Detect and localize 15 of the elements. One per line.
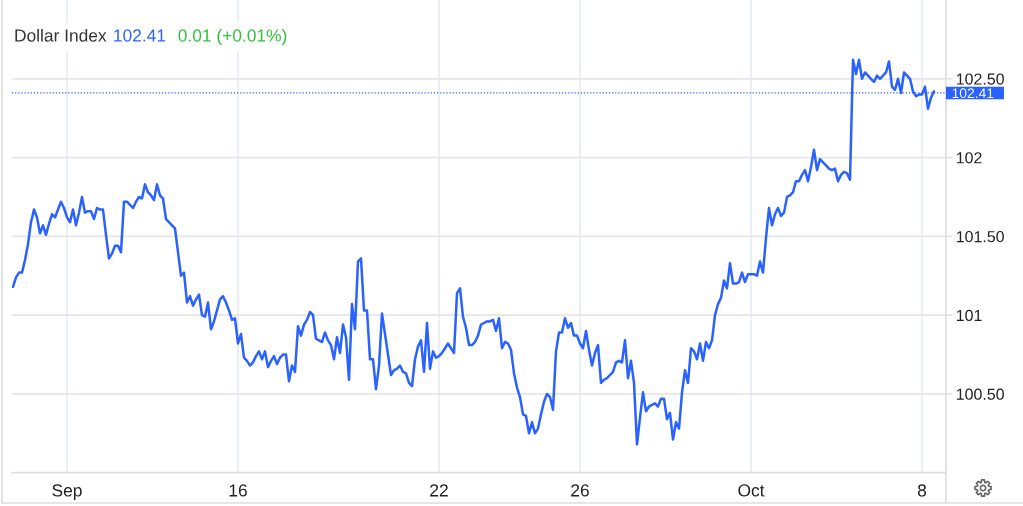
annotation: 102.41 [114, 29, 166, 42]
x-tick-label: Sep [52, 484, 82, 500]
y-tick-label: 102.50 [956, 73, 1004, 85]
y-tick-label: 101 [956, 309, 982, 322]
x-tick-label: 22 [430, 484, 448, 497]
y-tick-label: 102 [956, 152, 982, 164]
x-tick-label: 8 [917, 484, 927, 497]
x-tick-label: Oct [738, 484, 765, 497]
x-tick-label: 16 [229, 484, 247, 497]
ref-line-label: 102.41 [952, 88, 994, 99]
y-tick-label: 101.50 [956, 230, 1004, 243]
annotation: 0.01 (+0.01%) [178, 28, 287, 46]
text: Dollar Index [15, 28, 107, 42]
x-tick-label: 26 [571, 484, 589, 497]
y-tick-label: 100.50 [956, 388, 1004, 400]
